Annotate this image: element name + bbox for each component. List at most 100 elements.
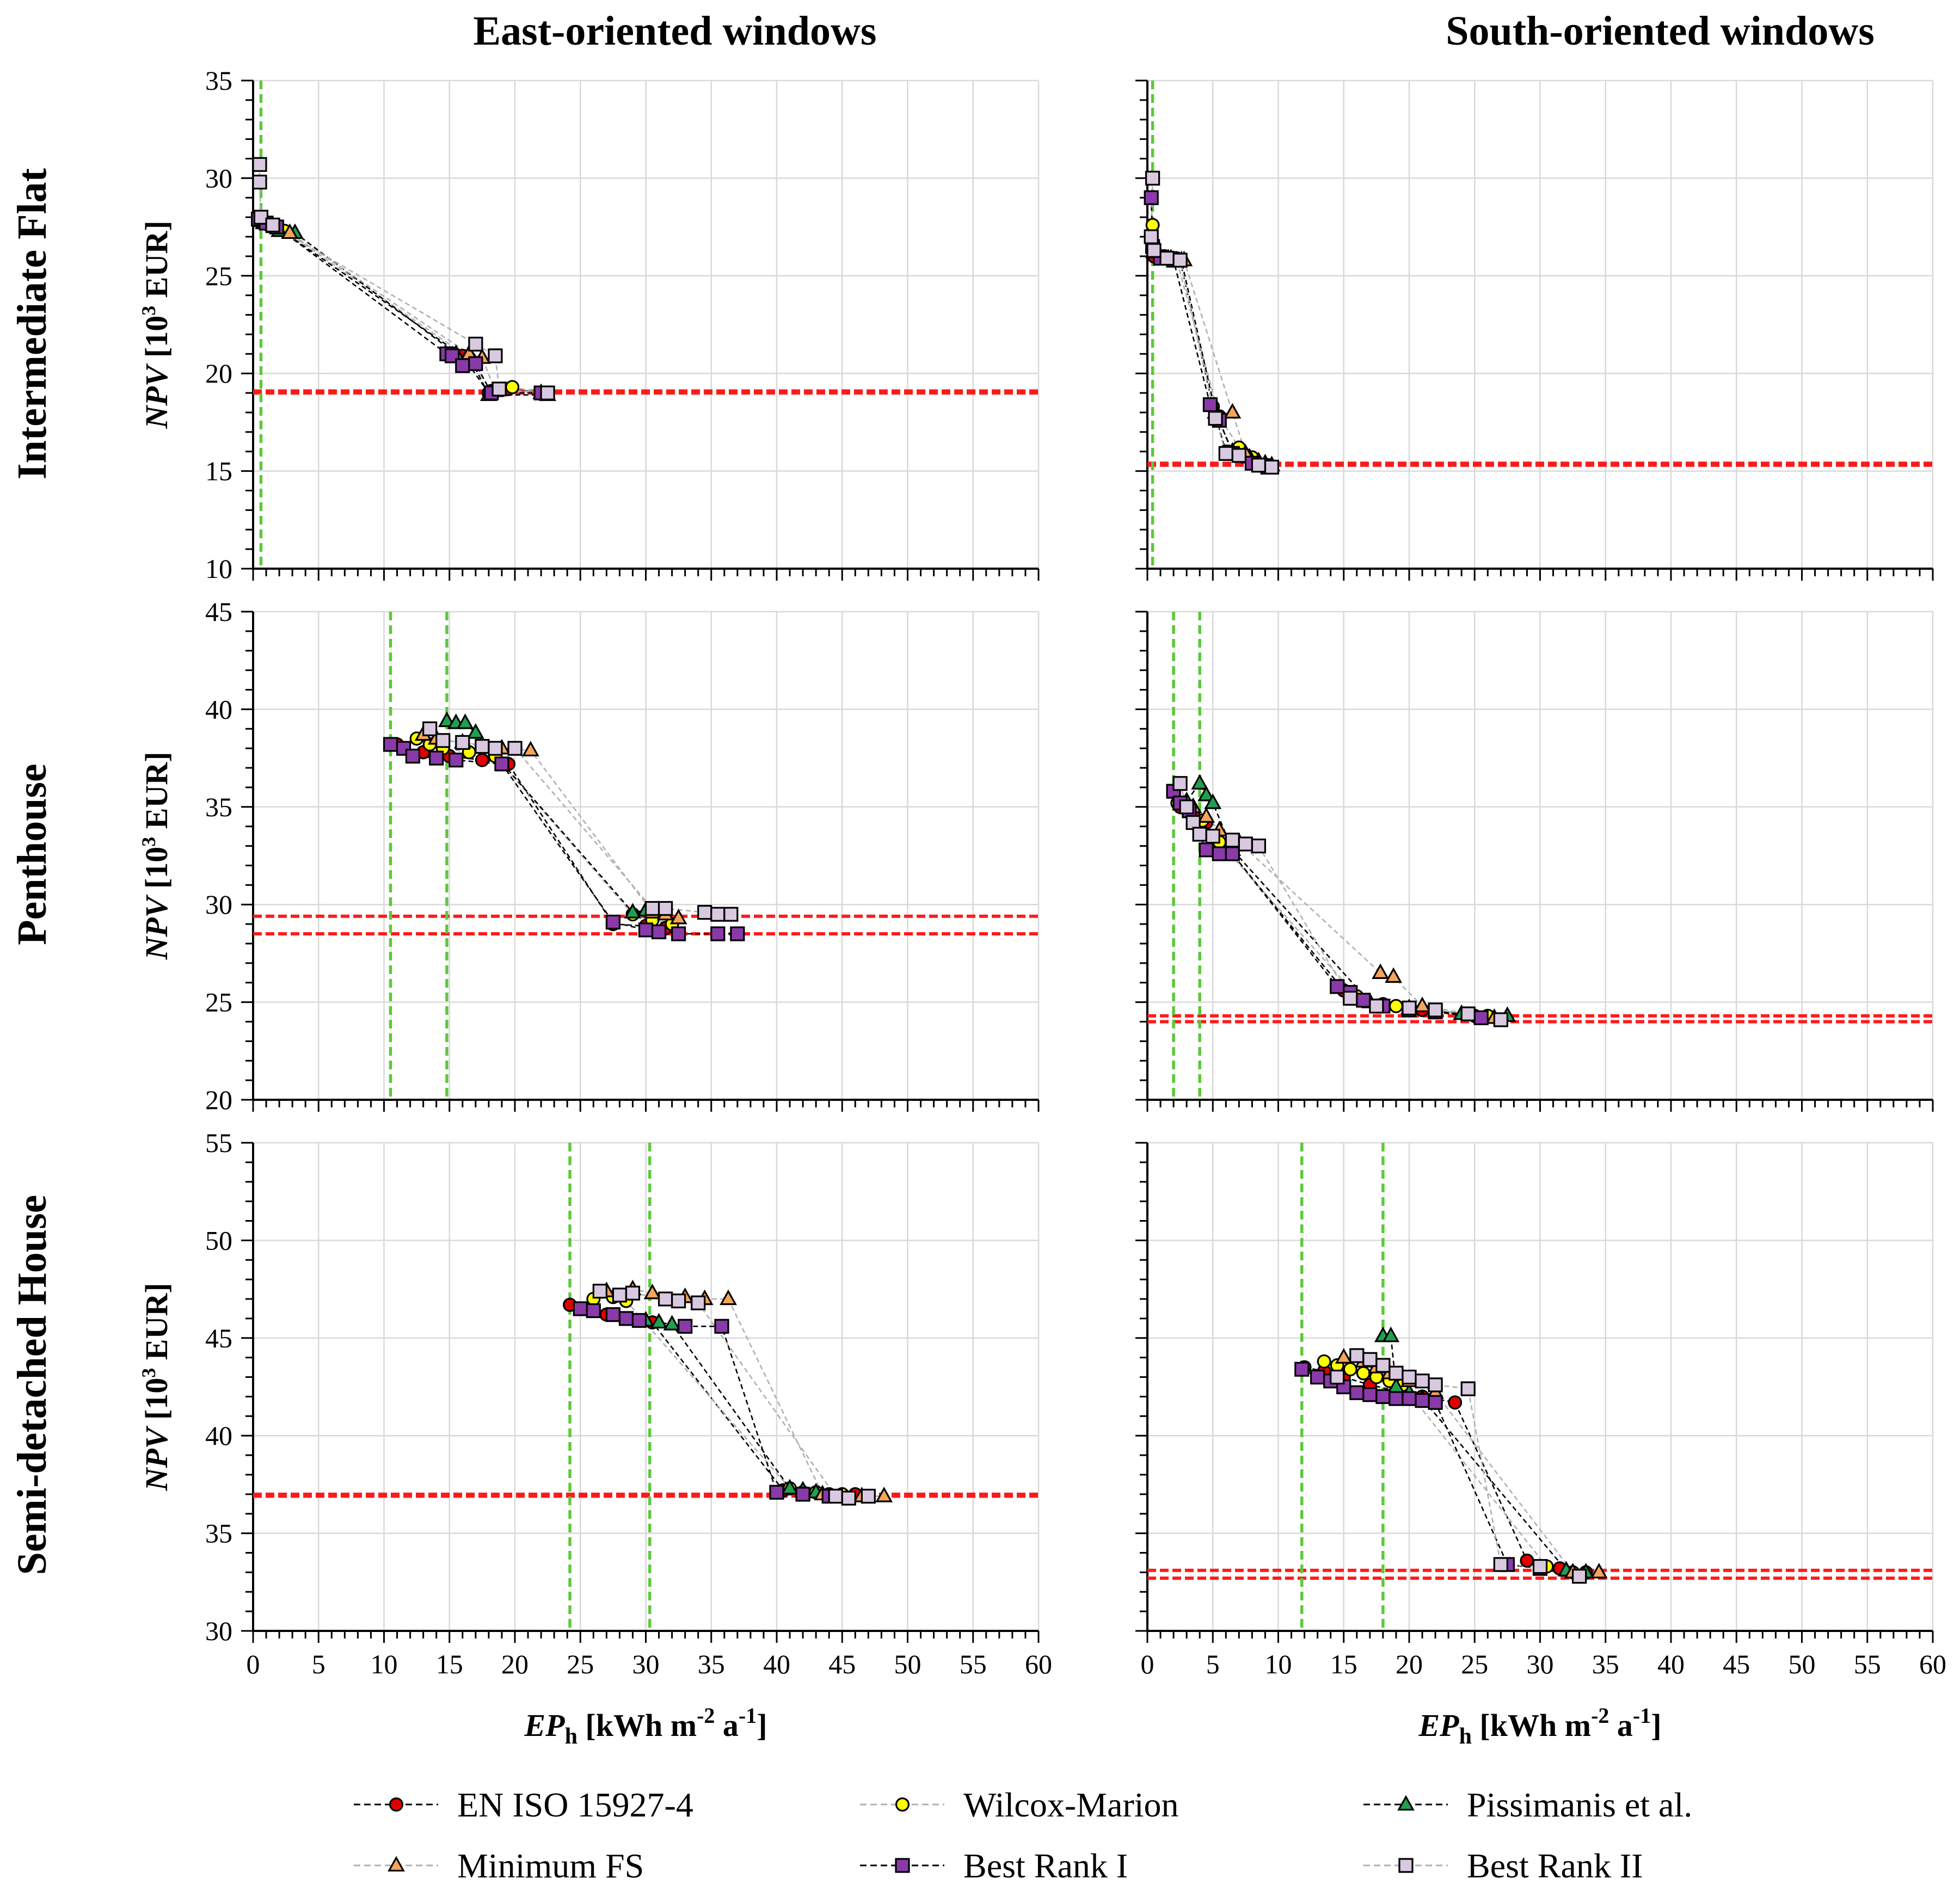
y-tick-label: 55 bbox=[205, 1128, 232, 1158]
data-point-bestrank2 bbox=[1428, 1377, 1443, 1393]
data-point-pissimanis bbox=[663, 1315, 681, 1331]
data-point-bestrank1 bbox=[618, 1311, 634, 1326]
y-axis-label-main: NPV bbox=[139, 1425, 174, 1491]
x-tick-label: 35 bbox=[698, 1649, 725, 1679]
data-point-minfs bbox=[1590, 1562, 1608, 1579]
data-point-bestrank2 bbox=[1208, 411, 1223, 426]
y-tick-label: 30 bbox=[205, 1616, 232, 1646]
data-point-bestrank2 bbox=[841, 1490, 856, 1506]
y-tick-label: 50 bbox=[205, 1225, 232, 1255]
data-point-bestrank2 bbox=[1146, 243, 1162, 258]
y-tick-label: 35 bbox=[205, 65, 232, 96]
x-tick-label: 40 bbox=[1657, 1649, 1685, 1679]
x-axis-label-mid: a bbox=[1609, 1708, 1633, 1743]
data-point-wilcox bbox=[505, 380, 520, 395]
panel-r1-c1 bbox=[1135, 611, 1934, 1112]
y-tick-label: 20 bbox=[205, 358, 232, 389]
data-point-bestrank2 bbox=[1238, 836, 1253, 852]
data-point-bestrank2 bbox=[658, 901, 673, 916]
data-point-bestrank1 bbox=[631, 1313, 647, 1328]
x-tick-label: 25 bbox=[567, 1649, 594, 1679]
data-point-minfs bbox=[1385, 967, 1403, 983]
x-axis-label-0: EPh [kWh m-2 a-1] bbox=[524, 1703, 767, 1749]
data-point-bestrank1 bbox=[573, 1301, 588, 1316]
y-tick-label: 35 bbox=[205, 792, 232, 822]
data-point-bestrank1 bbox=[638, 922, 654, 938]
data-point-bestrank1 bbox=[605, 914, 620, 930]
data-point-bestrank2 bbox=[1179, 799, 1194, 815]
y-tick-label: 15 bbox=[205, 456, 232, 486]
x-axis-label-units: [kWh m bbox=[1472, 1708, 1591, 1743]
series-line-pissimanis bbox=[1153, 251, 1265, 464]
data-point-minfs bbox=[669, 908, 687, 925]
legend: EN ISO 15927-4 Wilcox-Marion Pissimanis et… bbox=[354, 1785, 1692, 1885]
y-tick-label: 35 bbox=[205, 1518, 232, 1549]
panel-r2-c0: 30 35 40 45 50 55 NPV [103 EUR] 0 5 10 15 20 25 30 35 4… bbox=[138, 1128, 1052, 1679]
data-point-bestrank1 bbox=[769, 1485, 784, 1500]
legend-marker bbox=[895, 1858, 910, 1873]
series-line-pissimanis bbox=[1186, 782, 1508, 1017]
data-point-bestrank2 bbox=[723, 907, 739, 922]
data-point-bestrank1 bbox=[1212, 846, 1227, 861]
x-axis-label-main: EP bbox=[524, 1708, 565, 1743]
legend-marker bbox=[1398, 1858, 1414, 1873]
data-point-bestrank2 bbox=[1145, 170, 1160, 186]
data-point-bestrank1 bbox=[795, 1487, 810, 1502]
x-tick-label: 30 bbox=[1527, 1649, 1554, 1679]
legend-marker bbox=[388, 1856, 405, 1872]
legend-label: Best Rank I bbox=[963, 1846, 1128, 1885]
x-axis-label-units: [kWh m bbox=[577, 1708, 697, 1743]
data-point-bestrank2 bbox=[468, 336, 483, 352]
panel-r0-c0: 10 15 20 25 30 35 NPV [103 EUR] bbox=[138, 65, 1040, 584]
data-point-minfs bbox=[1224, 403, 1242, 419]
legend-label: Wilcox-Marion bbox=[963, 1785, 1179, 1824]
data-point-bestrank2 bbox=[475, 738, 490, 754]
x-axis-label-end: ] bbox=[1651, 1708, 1661, 1743]
data-point-bestrank2 bbox=[1172, 252, 1188, 268]
data-point-bestrank2 bbox=[540, 385, 555, 401]
data-point-bestrank1 bbox=[1362, 1387, 1378, 1402]
y-axis-label: NPV [103 EUR] bbox=[138, 1283, 174, 1491]
row-title-intermediate-flat: Intermediate Flat bbox=[9, 168, 55, 479]
x-axis-label-exp2: -1 bbox=[739, 1703, 757, 1728]
data-point-bestrank2 bbox=[1172, 776, 1188, 791]
x-axis-label-exp1: -2 bbox=[1591, 1703, 1609, 1728]
x-tick-label: 0 bbox=[1141, 1649, 1154, 1679]
x-tick-label: 55 bbox=[1854, 1649, 1881, 1679]
column-title-south: South-oriented windows bbox=[1446, 8, 1875, 54]
data-point-bestrank2 bbox=[1144, 229, 1159, 244]
y-tick-label: 40 bbox=[205, 694, 232, 724]
data-point-bestrank2 bbox=[488, 348, 503, 364]
data-point-bestrank2 bbox=[1349, 1348, 1365, 1363]
data-point-bestrank1 bbox=[730, 926, 745, 941]
data-point-pissimanis bbox=[650, 1313, 668, 1329]
data-point-bestrank2 bbox=[1251, 458, 1267, 473]
legend-marker bbox=[895, 1797, 910, 1812]
data-point-bestrank1 bbox=[1388, 1391, 1404, 1406]
data-point-bestrank1 bbox=[429, 750, 444, 766]
data-point-pissimanis bbox=[1191, 774, 1209, 790]
y-axis-label: NPV [103 EUR] bbox=[138, 220, 174, 429]
data-point-bestrank2 bbox=[252, 174, 267, 190]
data-point-en_iso bbox=[1448, 1395, 1463, 1410]
data-point-pissimanis bbox=[1382, 1326, 1400, 1342]
data-point-bestrank1 bbox=[1428, 1395, 1443, 1410]
data-point-bestrank1 bbox=[1225, 846, 1240, 861]
y-tick-label: 45 bbox=[205, 1323, 232, 1353]
data-point-bestrank2 bbox=[422, 721, 438, 736]
y-axis-label-main: NPV bbox=[139, 894, 174, 960]
data-point-minfs bbox=[1372, 963, 1390, 979]
x-axis-label-main: EP bbox=[1418, 1708, 1459, 1743]
data-point-bestrank2 bbox=[1493, 1012, 1508, 1027]
data-point-bestrank1 bbox=[1375, 1389, 1391, 1405]
data-point-bestrank1 bbox=[1473, 1010, 1489, 1025]
data-point-bestrank1 bbox=[468, 356, 483, 371]
legend-item-bestrank1: Best Rank I bbox=[860, 1846, 1128, 1885]
x-tick-label: 5 bbox=[1206, 1649, 1220, 1679]
data-point-bestrank2 bbox=[1572, 1568, 1587, 1584]
data-point-pissimanis bbox=[466, 723, 484, 739]
data-point-bestrank2 bbox=[1205, 829, 1220, 844]
data-point-pissimanis bbox=[624, 903, 642, 919]
data-point-bestrank1 bbox=[1144, 190, 1159, 205]
y-axis-label-main: NPV bbox=[139, 363, 174, 429]
